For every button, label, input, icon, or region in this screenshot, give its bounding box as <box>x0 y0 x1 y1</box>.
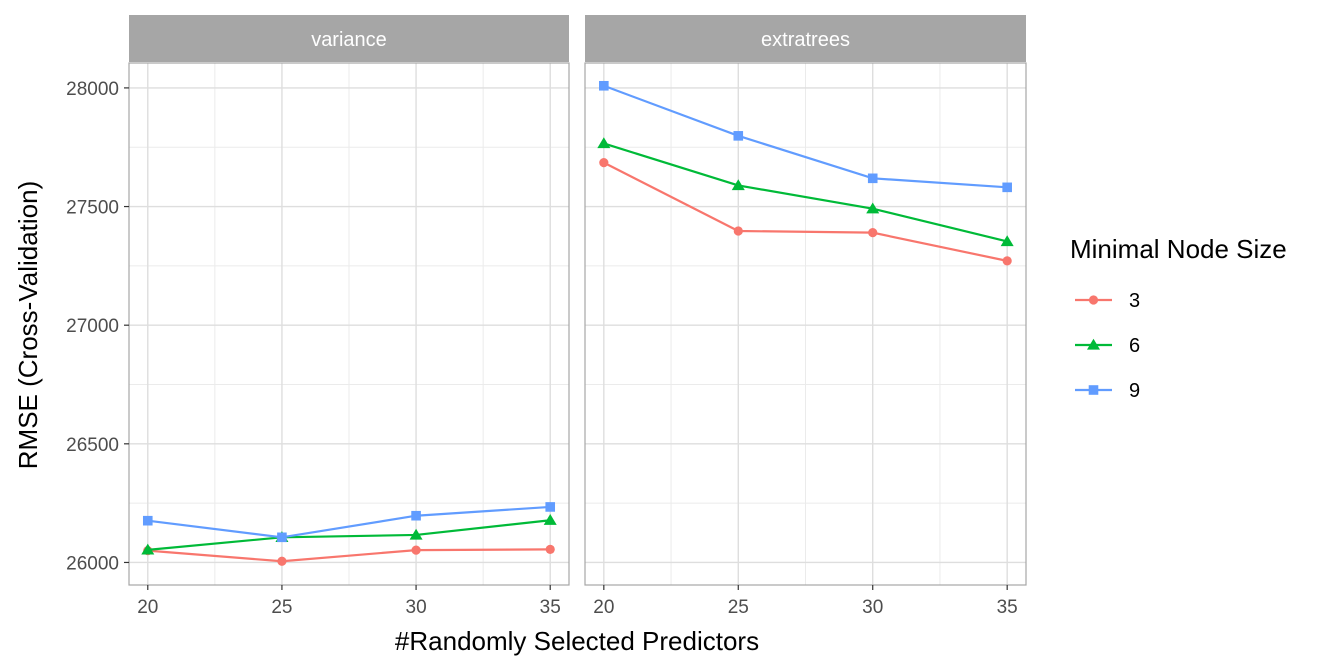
legend-label: 9 <box>1129 380 1140 402</box>
legend-label: 3 <box>1129 290 1140 312</box>
x-tick-label: 35 <box>540 597 561 618</box>
data-point-3 <box>277 556 287 566</box>
series-line-6 <box>603 142 1008 243</box>
data-point-3 <box>1002 256 1012 266</box>
y-tick-label: 28000 <box>66 79 119 100</box>
data-point-6 <box>409 528 423 540</box>
data-point-9 <box>733 131 744 141</box>
panel-border <box>584 62 1027 586</box>
data-point-6 <box>866 202 880 214</box>
panel-variance: variance 20 25 30 35 <box>128 15 570 618</box>
data-point-6 <box>1000 235 1014 247</box>
data-point-9 <box>545 502 556 512</box>
strip-label: extratrees <box>761 29 850 51</box>
data-point-9 <box>867 173 878 184</box>
y-tick-label: 26000 <box>66 553 119 574</box>
data-point-3 <box>545 544 555 555</box>
strip-background <box>129 15 569 62</box>
x-tick-label: 35 <box>997 597 1018 618</box>
y-axis: 26000 26500 27000 27500 28000 <box>66 79 129 574</box>
legend-item-3: 3 <box>1075 290 1140 312</box>
data-point-9 <box>599 80 609 91</box>
x-tick-label: 20 <box>593 597 614 618</box>
series-line-3 <box>147 548 551 563</box>
data-point-9 <box>411 510 421 521</box>
legend-key-square-icon <box>1088 385 1099 395</box>
legend-title: Minimal Node Size <box>1070 234 1287 264</box>
data-point-6 <box>597 137 611 149</box>
data-point-3 <box>868 228 878 238</box>
data-point-6 <box>141 543 155 555</box>
y-tick-label: 27500 <box>66 198 119 219</box>
legend-key-circle-icon <box>1088 295 1099 305</box>
data-point-3 <box>599 158 609 168</box>
strip-background <box>585 15 1026 62</box>
data-point-9 <box>1002 182 1012 193</box>
legend: Minimal Node Size 3 6 9 <box>1070 234 1287 402</box>
legend-item-6: 6 <box>1075 335 1140 357</box>
legend-key-triangle-icon <box>1086 338 1101 350</box>
data-point-9 <box>142 515 153 526</box>
data-point-6 <box>543 514 557 525</box>
series-line-6 <box>147 519 551 551</box>
strip-label: variance <box>311 29 387 51</box>
panels: variance 20 25 30 35 extratrees 20 25 30 35 <box>128 15 1027 618</box>
legend-label: 6 <box>1129 335 1140 357</box>
panel-extratrees: extratrees 20 25 30 35 <box>584 15 1027 618</box>
x-tick-label: 25 <box>728 597 749 618</box>
data-point-9 <box>277 532 287 543</box>
series-line-9 <box>603 84 1008 189</box>
y-tick-label: 27000 <box>66 316 119 337</box>
x-tick-label: 30 <box>406 597 427 618</box>
x-tick-label: 20 <box>137 597 158 618</box>
series-line-9 <box>147 505 551 539</box>
x-tick-label: 30 <box>862 597 883 618</box>
x-tick-label: 25 <box>271 597 292 618</box>
legend-item-9: 9 <box>1075 380 1140 402</box>
y-axis-title: RMSE (Cross-Validation) <box>13 181 43 469</box>
series-line-3 <box>603 161 1008 262</box>
y-tick-label: 26500 <box>66 435 119 456</box>
data-point-3 <box>411 545 421 555</box>
data-point-6 <box>731 179 745 191</box>
panel-border <box>128 62 570 586</box>
x-axis-title: #Randomly Selected Predictors <box>395 626 759 656</box>
data-point-3 <box>733 226 743 236</box>
